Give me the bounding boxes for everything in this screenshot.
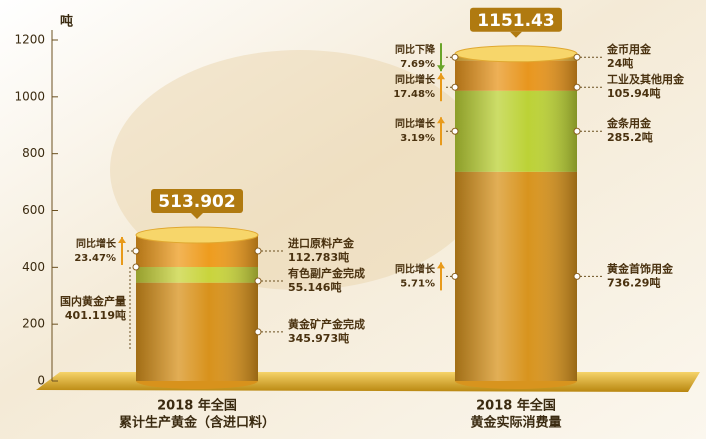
total-label: 513.902 bbox=[158, 192, 235, 212]
segment-name: 有色副产金完成 bbox=[288, 266, 365, 280]
cylinder-shading bbox=[136, 234, 258, 381]
category-label: 2018 年全国 bbox=[476, 398, 556, 414]
label-dot bbox=[254, 277, 262, 285]
y-tick-label: 1200 bbox=[14, 33, 45, 47]
label-dot bbox=[573, 272, 581, 280]
category-label: 2018 年全国 bbox=[157, 398, 237, 414]
segment-name: 金币用金 bbox=[606, 42, 652, 56]
label-dot bbox=[451, 127, 459, 135]
growth-arrow-head bbox=[437, 65, 445, 72]
segment-value: 285.2吨 bbox=[607, 130, 653, 144]
category-label: 黄金实际消费量 bbox=[470, 415, 561, 431]
label-dot bbox=[132, 263, 140, 271]
total-badge-pointer bbox=[510, 31, 522, 38]
growth-label: 同比增长 bbox=[76, 237, 117, 250]
growth-value: 17.48% bbox=[393, 89, 435, 100]
segment-value: 345.973吨 bbox=[288, 331, 349, 345]
segment-name: 金条用金 bbox=[606, 116, 652, 130]
growth-arrow-head bbox=[437, 262, 445, 269]
y-tick-label: 600 bbox=[22, 203, 45, 217]
segment-name: 进口原料产金 bbox=[288, 236, 355, 250]
growth-value: 7.69% bbox=[400, 59, 435, 70]
y-tick-label: 0 bbox=[37, 374, 45, 388]
y-unit: 吨 bbox=[60, 14, 73, 30]
growth-label: 同比增长 bbox=[395, 262, 436, 275]
y-tick-label: 800 bbox=[22, 146, 45, 160]
growth-label: 同比增长 bbox=[395, 73, 436, 86]
label-dot bbox=[573, 127, 581, 135]
cylinder-top bbox=[135, 226, 259, 244]
cylinder-shading bbox=[455, 53, 577, 382]
label-dot bbox=[254, 328, 262, 336]
growth-arrow-head bbox=[437, 73, 445, 80]
segment-value: 24吨 bbox=[607, 56, 633, 70]
label-dot bbox=[254, 247, 262, 255]
label-dot bbox=[451, 53, 459, 61]
subtotal-value: 401.119吨 bbox=[65, 308, 126, 322]
y-tick-label: 1000 bbox=[14, 89, 45, 103]
label-dot bbox=[451, 83, 459, 91]
segment-value: 736.29吨 bbox=[607, 275, 660, 289]
label-dot bbox=[573, 53, 581, 61]
segment-name: 黄金首饰用金 bbox=[607, 261, 674, 275]
growth-value: 5.71% bbox=[400, 278, 435, 289]
segment-name: 工业及其他用金 bbox=[607, 72, 685, 86]
segment-value: 105.94吨 bbox=[607, 86, 660, 100]
y-tick-label: 200 bbox=[22, 317, 45, 331]
floor bbox=[36, 372, 700, 392]
total-badge bbox=[470, 7, 562, 32]
growth-label: 同比下降 bbox=[395, 43, 436, 56]
segment-name: 黄金矿产金完成 bbox=[288, 317, 365, 331]
total-label: 1151.43 bbox=[477, 11, 554, 31]
label-dot bbox=[132, 247, 140, 255]
growth-value: 23.47% bbox=[74, 253, 116, 264]
growth-value: 3.19% bbox=[400, 133, 435, 144]
growth-label: 同比增长 bbox=[395, 117, 436, 130]
total-badge-pointer bbox=[191, 212, 203, 219]
label-dot bbox=[451, 272, 459, 280]
subtotal-name: 国内黄金产量 bbox=[60, 294, 126, 308]
segment-value: 55.146吨 bbox=[288, 280, 341, 294]
growth-arrow-head bbox=[437, 117, 445, 124]
category-label: 累计生产黄金（含进口料） bbox=[119, 415, 275, 431]
label-dot bbox=[573, 83, 581, 91]
y-tick-label: 400 bbox=[22, 260, 45, 274]
growth-arrow-head bbox=[118, 236, 126, 243]
total-badge bbox=[151, 188, 243, 213]
cylinder-top bbox=[454, 45, 578, 63]
segment-value: 112.783吨 bbox=[288, 250, 349, 264]
